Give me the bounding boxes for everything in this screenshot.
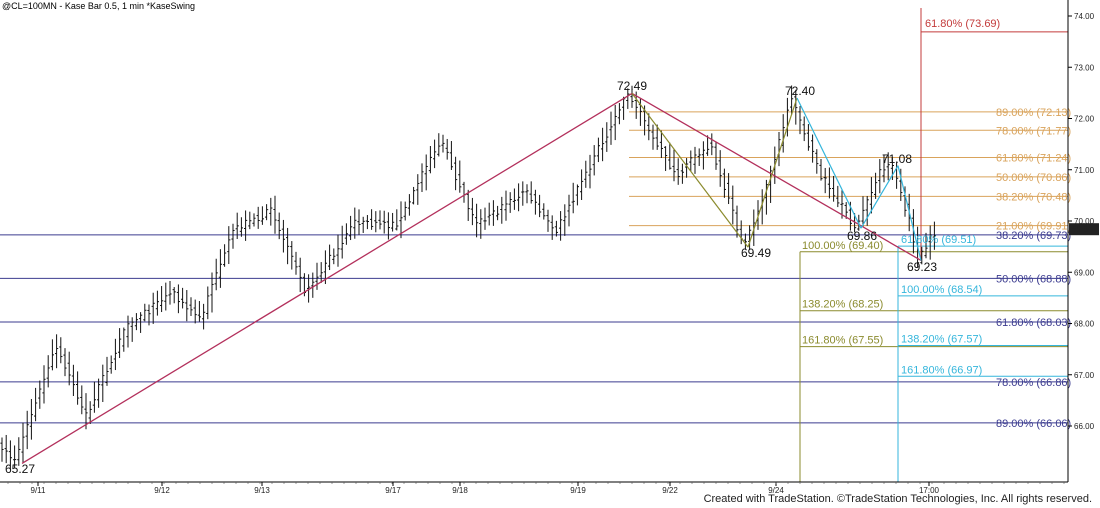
olive-swing-line	[631, 93, 749, 248]
cyan-projection-label: 100.00% (68.54)	[901, 284, 982, 296]
major-swing-up-line	[21, 92, 633, 464]
swing-point-label: 69.86	[847, 229, 877, 243]
upper-retracement-label: 78.00% (71.77)	[996, 125, 1071, 137]
x-tick-label: 9/19	[570, 486, 586, 495]
retracement-label: 78.00% (66.86)	[996, 377, 1071, 389]
x-tick-label: 9/22	[662, 486, 678, 495]
cyan-swing-line	[796, 97, 862, 229]
y-tick-label: 66.00	[1074, 422, 1095, 431]
red-target-label: 61.80% (73.69)	[925, 18, 1000, 30]
y-tick-label: 72.00	[1074, 115, 1095, 124]
olive-projection-label: 100.00% (69.40)	[802, 240, 883, 252]
y-tick-label: 67.00	[1074, 371, 1095, 380]
cyan-swing-line	[897, 165, 922, 261]
current-price-marker	[1069, 223, 1099, 236]
olive-swing-line	[747, 97, 798, 248]
axes: 74.00 73.00 72.00 71.00 70.00 69.00 68.00 67.00…	[0, 0, 1099, 495]
retracement-label: 50.00% (68.88)	[996, 273, 1071, 285]
upper-retracement-label: 21.00% (69.91)	[996, 221, 1071, 233]
upper-retracement-label: 50.00% (70.86)	[996, 172, 1071, 184]
swing-point-label: 72.49	[617, 79, 647, 93]
y-tick-label: 73.00	[1074, 63, 1095, 72]
swing-point-label: 69.23	[907, 260, 937, 274]
y-tick-label: 74.00	[1074, 12, 1095, 21]
x-tick-label: 9/17	[385, 486, 401, 495]
price-bars	[0, 85, 936, 469]
swing-point-label: 69.49	[741, 246, 771, 260]
y-tick-label: 70.00	[1074, 217, 1095, 226]
cyan-projection-label: 161.80% (66.97)	[901, 364, 982, 376]
swing-point-label: 71.08	[882, 152, 912, 166]
study-lines	[21, 92, 922, 464]
retracement-label: 61.80% (68.03)	[996, 317, 1071, 329]
cyan-projection-label: 61.80% (69.51)	[901, 234, 976, 246]
olive-projection-label: 138.20% (68.25)	[802, 299, 883, 311]
cyan-swing-line	[860, 165, 899, 229]
swing-point-label: 72.40	[785, 84, 815, 98]
x-tick-label: 9/13	[254, 486, 270, 495]
retracement-label: 38.20% (69.73)	[996, 230, 1071, 242]
current-price-label: 69.84	[1072, 225, 1093, 234]
swing-point-label: 65.27	[5, 462, 35, 476]
chart-header: @CL=100MN - Kase Bar 0.5, 1 min *KaseSwi…	[2, 1, 195, 11]
x-tick-label: 9/24	[768, 486, 784, 495]
x-tick-label: 9/12	[154, 486, 170, 495]
study-label: *KaseSwing	[146, 1, 195, 11]
major-swing-down-line	[631, 92, 922, 262]
y-tick-label: 68.00	[1074, 320, 1095, 329]
upper-retracement-label: 89.00% (72.13)	[996, 107, 1071, 119]
symbol-label: @CL=100MN - Kase Bar 0.5, 1 min	[2, 1, 144, 11]
y-tick-label: 71.00	[1074, 166, 1095, 175]
level-labels: 38.20% (69.73) 50.00% (68.88) 61.80% (68.0…	[5, 18, 1071, 476]
olive-projection-label: 161.80% (67.55)	[802, 335, 883, 347]
y-tick-label: 69.00	[1074, 268, 1095, 277]
retracement-label: 89.00% (66.06)	[996, 418, 1071, 430]
x-tick-label: 17:00	[919, 486, 940, 495]
cyan-projection-label: 138.20% (67.57)	[901, 334, 982, 346]
upper-retracement-label: 61.80% (71.24)	[996, 152, 1071, 164]
grid-layer	[0, 8, 1068, 482]
x-tick-label: 9/11	[31, 486, 47, 495]
copyright-text: Created with TradeStation. ©TradeStation…	[703, 493, 1092, 505]
x-tick-label: 9/18	[452, 486, 468, 495]
upper-retracement-label: 38.20% (70.48)	[996, 191, 1071, 203]
